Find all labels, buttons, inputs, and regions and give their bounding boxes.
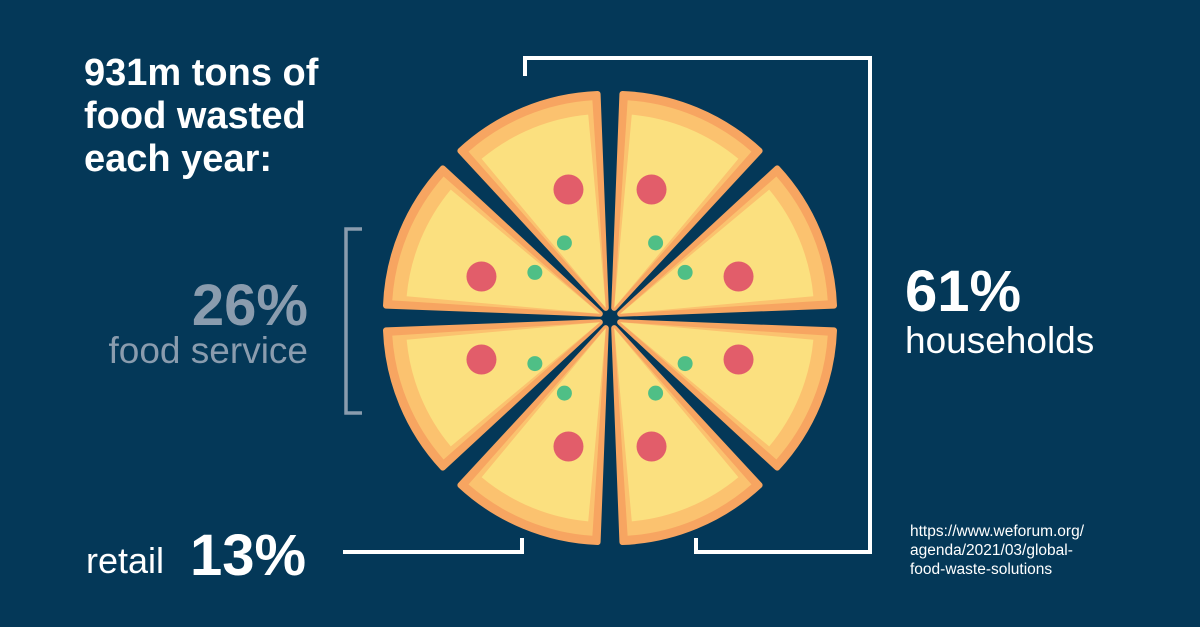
food-service-percentage: 26% bbox=[191, 273, 308, 338]
herb-topping bbox=[677, 356, 693, 372]
herb-topping bbox=[677, 264, 693, 280]
herb-topping bbox=[648, 235, 664, 251]
page-title: 931m tons of food wasted each year: bbox=[84, 52, 318, 181]
pizza-slice bbox=[611, 90, 763, 311]
title-line: each year: bbox=[84, 138, 273, 180]
retail-percentage: 13% bbox=[190, 523, 307, 588]
slice-cheese bbox=[620, 189, 814, 314]
households-bracket bbox=[523, 56, 872, 554]
herb-topping bbox=[556, 385, 572, 401]
slice-cheese bbox=[481, 328, 606, 522]
slice-cheese bbox=[406, 322, 600, 447]
pepperoni-topping bbox=[466, 344, 497, 375]
slice-cheese bbox=[406, 189, 600, 314]
food-service-label: food service bbox=[108, 330, 309, 371]
food-service-bracket bbox=[344, 227, 362, 415]
retail-bracket bbox=[343, 538, 524, 554]
pepperoni-topping bbox=[553, 431, 584, 462]
pepperoni-topping bbox=[636, 431, 667, 462]
title-line: 931m tons of bbox=[84, 52, 319, 94]
pizza-slice bbox=[383, 165, 603, 317]
slice-cheese bbox=[620, 322, 814, 447]
pizza-slice bbox=[457, 90, 609, 311]
slice-cheese bbox=[614, 328, 739, 522]
source-line: food-waste-solutions bbox=[910, 561, 1053, 578]
retail-label: retail bbox=[86, 540, 165, 581]
source-line: agenda/2021/03/global- bbox=[910, 542, 1073, 559]
source-citation: https://www.weforum.org/ agenda/2021/03/… bbox=[910, 522, 1150, 579]
herb-topping bbox=[556, 235, 572, 251]
herb-topping bbox=[527, 356, 543, 372]
pepperoni-topping bbox=[636, 174, 667, 205]
pizza-slice bbox=[611, 325, 763, 546]
pizza-slice bbox=[617, 165, 837, 317]
slice-cheese bbox=[614, 114, 739, 308]
pizza-slice bbox=[457, 325, 609, 546]
herb-topping bbox=[648, 385, 664, 401]
pepperoni-topping bbox=[466, 261, 497, 292]
title-line: food wasted bbox=[84, 95, 306, 137]
pepperoni-topping bbox=[723, 261, 754, 292]
households-percentage: 61% bbox=[905, 259, 1022, 324]
source-line: https://www.weforum.org/ bbox=[910, 523, 1085, 540]
slice-cheese bbox=[481, 114, 606, 308]
pepperoni-topping bbox=[553, 174, 584, 205]
pepperoni-topping bbox=[723, 344, 754, 375]
herb-topping bbox=[527, 264, 543, 280]
pizza-slice bbox=[383, 319, 603, 471]
pizza-slice bbox=[617, 319, 837, 471]
households-label: households bbox=[905, 320, 1095, 361]
pizza-slices bbox=[383, 90, 837, 546]
